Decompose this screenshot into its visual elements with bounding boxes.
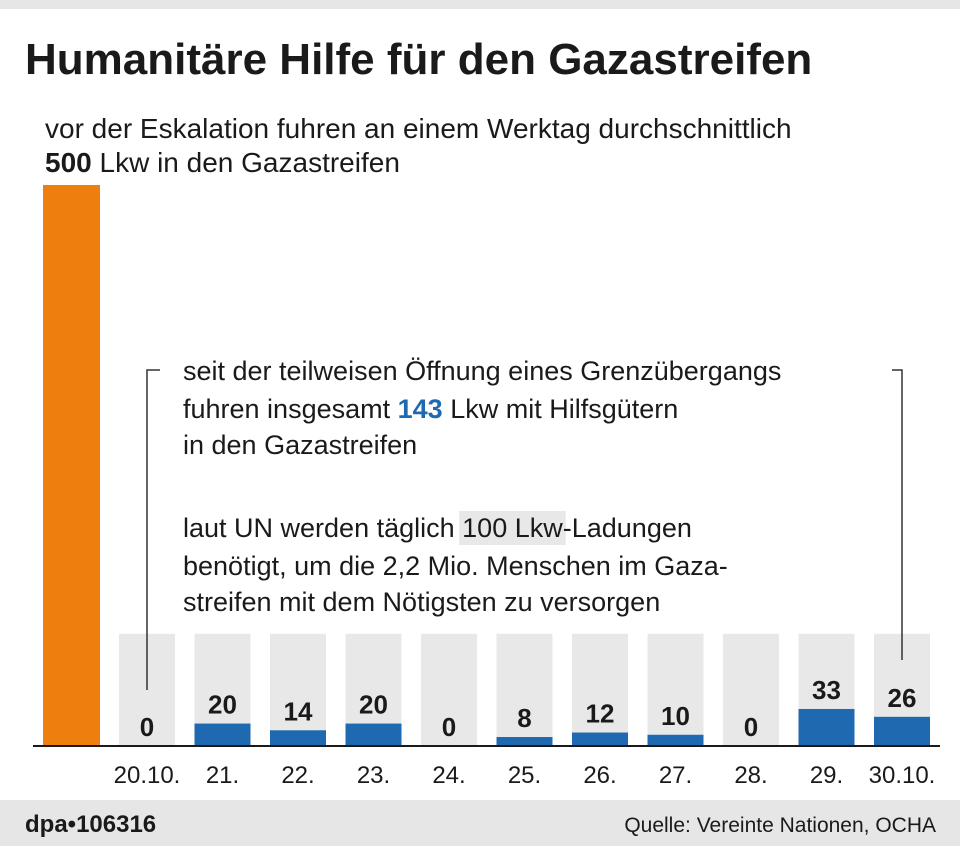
annotation: streifen mit dem Nötigsten zu versorgen xyxy=(183,587,660,617)
bars: 0 20.10. 20 21. 14 22. 20 23. 0 24. 8 25. 12 26. 10 27.… xyxy=(43,185,935,789)
x-tick-label: 27. xyxy=(659,762,692,789)
total-value: 143 xyxy=(398,394,443,424)
bar xyxy=(270,730,326,746)
bracket xyxy=(146,369,903,690)
annotation: benötigt, um die 2,2 Mio. Menschen im Ga… xyxy=(183,551,728,581)
need-bar xyxy=(572,633,628,746)
need-value: 100 xyxy=(462,513,507,543)
annotation-text: Lkw xyxy=(515,513,564,543)
value-label: 20 xyxy=(208,690,237,720)
value-label: 14 xyxy=(284,696,313,726)
x-tick-label: 28. xyxy=(734,762,767,789)
bar xyxy=(798,708,855,746)
x-tick-label: 26. xyxy=(583,762,616,789)
need-bar xyxy=(421,633,477,746)
bar xyxy=(647,734,704,746)
value-label: 0 xyxy=(140,712,154,742)
annotation-text: laut UN werden täglich xyxy=(183,513,455,543)
value-label: 26 xyxy=(888,683,917,713)
x-tick-label: 30.10. xyxy=(869,762,936,789)
credit: dpa•106316 xyxy=(25,811,156,838)
x-tick-label: 23. xyxy=(357,762,390,789)
reference-value: 500 xyxy=(45,147,92,178)
need-bar xyxy=(270,633,326,746)
x-tick-label: 25. xyxy=(508,762,541,789)
x-tick-label: 21. xyxy=(206,762,239,789)
need-bar xyxy=(647,633,704,746)
value-label: 10 xyxy=(661,701,690,731)
annotation: laut UN werden täglich 100 Lkw-Ladungen xyxy=(183,513,692,543)
bar xyxy=(345,723,402,746)
subtitle: vor der Eskalation fuhren an einem Werkt… xyxy=(45,113,792,144)
highlight xyxy=(459,511,566,545)
subtitle: 500 Lkw in den Gazastreifen xyxy=(45,147,400,178)
value-label: 0 xyxy=(442,712,456,742)
source: Quelle: Vereinte Nationen, OCHA xyxy=(624,814,936,837)
annotation-text: fuhren insgesamt xyxy=(183,394,391,424)
value-label: 8 xyxy=(517,703,531,733)
value-label: 0 xyxy=(744,712,758,742)
reference-bar xyxy=(43,185,100,746)
bar xyxy=(572,732,628,746)
bar xyxy=(496,737,553,746)
footer-band xyxy=(0,800,960,846)
top-band xyxy=(0,0,960,9)
value-label: 33 xyxy=(812,675,841,705)
annotation-text: -Ladungen xyxy=(563,513,692,543)
value-label: 12 xyxy=(586,699,615,729)
annotation-text: Lkw mit Hilfsgütern xyxy=(450,394,678,424)
subtitle-text: Lkw in den Gazastreifen xyxy=(100,147,400,178)
chart-title: Humanitäre Hilfe für den Gazastreifen xyxy=(25,35,812,84)
bar xyxy=(194,723,251,746)
bar xyxy=(874,716,930,746)
need-bar xyxy=(723,633,779,746)
annotation: fuhren insgesamt 143 Lkw mit Hilfsgütern xyxy=(183,394,678,424)
annotation: seit der teilweisen Öffnung eines Grenzü… xyxy=(183,356,781,386)
need-bar xyxy=(496,633,553,746)
annotation: in den Gazastreifen xyxy=(183,430,417,460)
value-label: 20 xyxy=(359,690,388,720)
x-tick-label: 22. xyxy=(281,762,314,789)
x-tick-label: 24. xyxy=(432,762,465,789)
x-tick-label: 29. xyxy=(810,762,843,789)
x-tick-label: 20.10. xyxy=(114,762,181,789)
